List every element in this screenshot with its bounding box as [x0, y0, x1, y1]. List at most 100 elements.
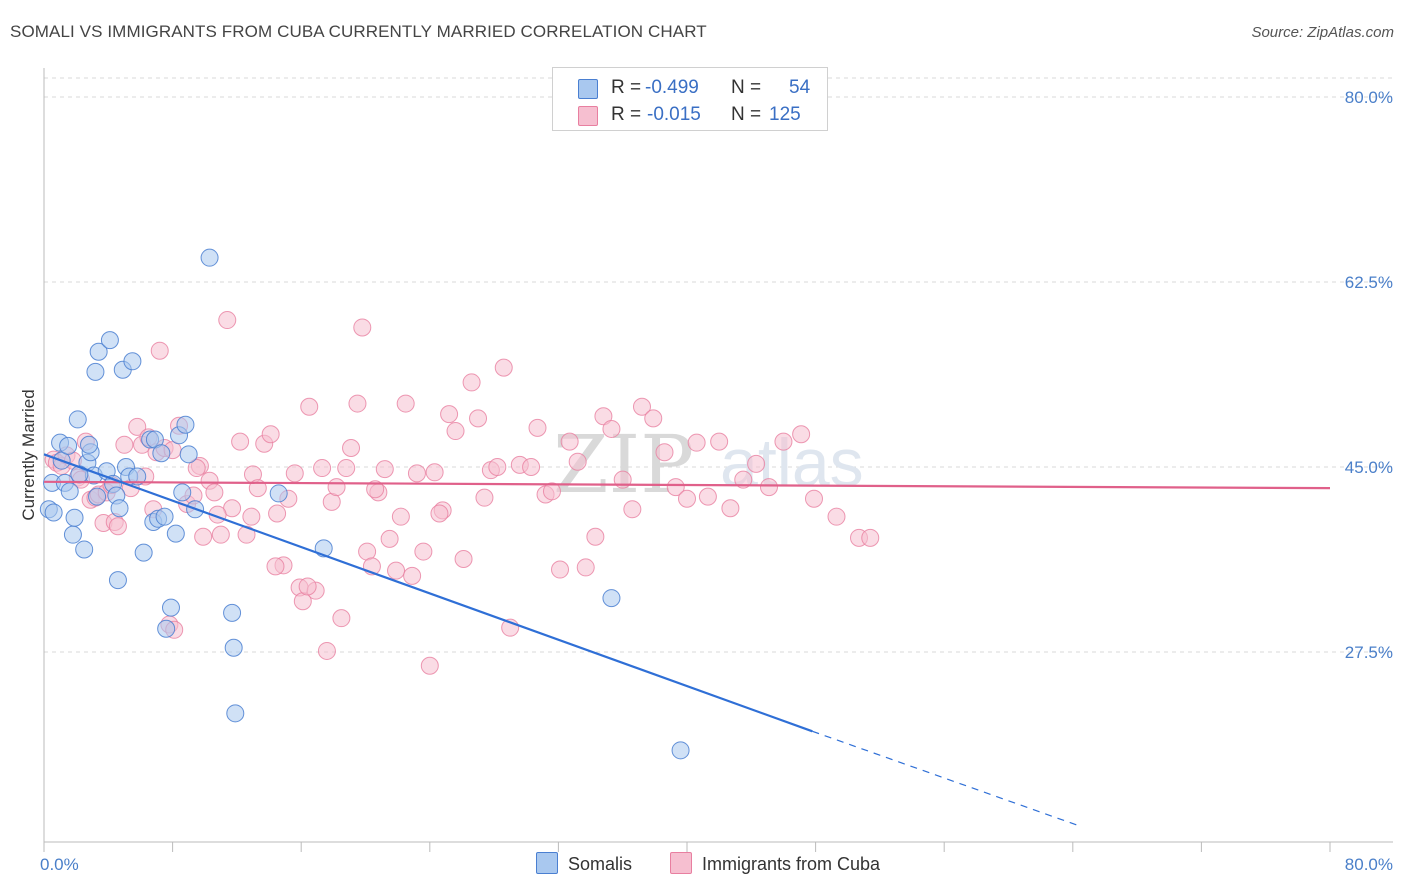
cuba-point	[298, 577, 317, 596]
somalis-point	[68, 410, 87, 429]
axes	[43, 68, 1393, 852]
cuba-trend-line	[43, 480, 1331, 490]
somalis-point	[224, 638, 243, 657]
y-axis-label: Currently Married	[19, 389, 38, 520]
watermark-atlas: atlas	[720, 425, 864, 501]
x-tick-label: 80.0%	[1345, 855, 1393, 874]
cuba-point	[576, 558, 595, 577]
cuba-point	[528, 418, 547, 437]
cuba-point	[488, 458, 507, 476]
somalis-point	[88, 487, 107, 506]
somalis-point	[75, 540, 94, 559]
cuba-point	[522, 458, 541, 476]
r-label: R =	[611, 77, 642, 98]
somalis-point	[89, 342, 108, 361]
somalis-point	[110, 499, 129, 518]
cuba-point	[414, 542, 433, 561]
cuba-point	[218, 311, 237, 330]
cuba-point	[632, 397, 651, 416]
y-tick-label: 45.0%	[1345, 458, 1393, 477]
cuba-point	[128, 417, 147, 436]
cuba-point	[313, 459, 332, 478]
tick-labels: 27.5% 45.0% 62.5% 80.0% 0.0% 80.0%	[40, 88, 1393, 874]
cuba-point	[469, 409, 488, 428]
legend-label-somalis: Somalis	[568, 854, 633, 874]
cuba-point	[300, 397, 319, 416]
somalis-point	[671, 741, 690, 760]
stats-box: R = -0.499 N = 54 R = -0.015 N = 125	[552, 67, 828, 131]
legend-swatch-cuba	[670, 852, 692, 874]
somalis-point	[176, 415, 195, 434]
cuba-point	[430, 504, 449, 523]
cuba-point	[586, 527, 605, 546]
cuba-point	[644, 409, 663, 428]
cuba-point	[375, 460, 394, 479]
somalis-point	[179, 445, 198, 464]
cuba-point	[759, 478, 778, 497]
cuba-point	[678, 489, 696, 508]
cuba-point	[568, 452, 587, 471]
cuba-point	[403, 566, 422, 585]
somalis-point	[223, 603, 242, 622]
cuba-point	[454, 549, 473, 568]
cuba-point	[407, 464, 426, 483]
cuba-point	[560, 432, 579, 451]
legend-item-somalis[interactable]: Somalis	[536, 852, 632, 875]
cuba-point	[342, 438, 361, 457]
somalis-point	[80, 435, 99, 454]
somalis-point	[59, 436, 78, 455]
legend-item-cuba[interactable]: Immigrants from Cuba	[670, 852, 880, 875]
cuba-point	[623, 500, 642, 519]
cuba-point	[734, 470, 753, 489]
cuba-point	[440, 405, 459, 424]
somalis-point	[152, 444, 171, 463]
cuba-point	[205, 483, 224, 502]
cuba-point	[666, 478, 685, 497]
somalis-point	[173, 483, 192, 502]
cuba-point	[337, 459, 356, 478]
somalis-point	[226, 704, 245, 723]
r-value-cuba: -0.015	[647, 104, 701, 125]
cuba-point	[655, 443, 674, 462]
cuba-point	[366, 480, 385, 499]
cuba-point	[542, 482, 561, 501]
cuba-point	[231, 432, 250, 451]
somalis-point	[86, 362, 105, 381]
cuba-point	[317, 641, 336, 660]
x-tick-label: 0.0%	[40, 855, 79, 874]
somalis-point	[155, 507, 174, 526]
cuba-point	[698, 487, 717, 506]
cuba-point	[332, 609, 351, 628]
cuba-point	[425, 463, 444, 482]
somalis-point	[63, 525, 82, 544]
cuba-point	[187, 459, 206, 478]
somalis-point	[200, 248, 219, 267]
y-tick-label: 27.5%	[1345, 643, 1393, 662]
cuba-point	[827, 507, 846, 526]
cuba-point	[687, 433, 706, 452]
cuba-point	[792, 425, 811, 444]
somalis-point	[65, 508, 84, 527]
cuba-point	[475, 488, 494, 507]
cuba-point	[266, 557, 285, 576]
cuba-point	[420, 656, 439, 675]
cuba-point	[380, 529, 399, 548]
cuba-point	[211, 525, 230, 544]
cuba-point	[861, 528, 880, 547]
somalis-point	[161, 598, 180, 617]
n-label: N =	[731, 104, 762, 125]
cuba-point	[594, 407, 613, 426]
cuba-point	[387, 561, 406, 580]
cuba-point	[710, 432, 729, 451]
chart-title: SOMALI VS IMMIGRANTS FROM CUBA CURRENTLY…	[10, 22, 707, 41]
r-label: R =	[611, 104, 642, 125]
cuba-point	[348, 394, 367, 413]
n-label: N =	[731, 77, 762, 98]
y-tick-label: 62.5%	[1345, 273, 1393, 292]
somalis-point	[602, 589, 621, 608]
somalis-point	[166, 524, 185, 543]
cuba-point	[446, 422, 465, 441]
cuba-point	[774, 432, 793, 451]
trend-lines	[43, 453, 1331, 827]
